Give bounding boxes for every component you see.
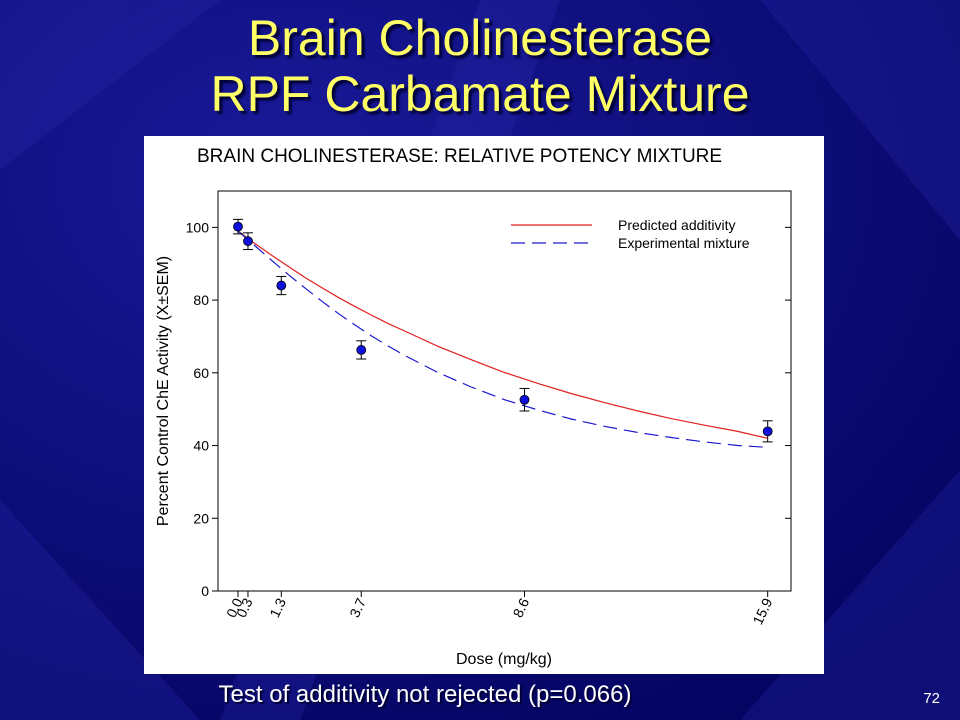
slide-number: 72	[923, 690, 940, 707]
x-tick-label: 15.9	[749, 595, 775, 627]
experimental-mixture-line	[237, 230, 768, 448]
y-tick-label: 0	[201, 583, 209, 599]
chart-panel: BRAIN CHOLINESTERASE: RELATIVE POTENCY M…	[144, 136, 824, 674]
data-markers	[232, 218, 773, 443]
data-point	[243, 236, 253, 247]
x-tick-label: 0.3	[233, 595, 256, 620]
footnote: Test of additivity not rejected (p=0.066…	[218, 681, 632, 708]
x-axis-label: Dose (mg/kg)	[456, 651, 552, 668]
y-axis-ticks: 0 20 40 60 80 100	[186, 219, 791, 599]
series-lines	[237, 230, 768, 448]
chart-title: BRAIN CHOLINESTERASE: RELATIVE POTENCY M…	[197, 146, 722, 167]
legend-label-predicted: Predicted additivity	[618, 217, 736, 233]
y-axis-label: Percent Control ChE Activity (X±SEM)	[155, 256, 172, 526]
slide-title-line-1: Brain Cholinesterase	[247, 10, 713, 66]
slide-title: Brain Cholinesterase RPF Carbamate Mixtu…	[0, 10, 960, 122]
data-point	[276, 280, 287, 291]
y-tick-label: 60	[193, 365, 209, 381]
slide-title-line-2: RPF Carbamate Mixture	[210, 66, 750, 122]
data-point	[233, 221, 243, 232]
x-axis-ticks: 0.00.3 1.3 3.7 8.6 15.9	[223, 591, 775, 627]
legend: Predicted additivity Experimental mixtur…	[511, 217, 750, 251]
x-tick-label: 8.6	[509, 595, 532, 620]
x-tick-label: 0.0	[223, 595, 246, 620]
data-point	[519, 394, 530, 405]
x-tick-label: 3.7	[346, 595, 369, 620]
y-tick-label: 40	[193, 438, 209, 454]
legend-label-experimental: Experimental mixture	[618, 235, 750, 251]
x-tick-label: 1.3	[266, 595, 289, 620]
data-point	[356, 345, 367, 355]
y-tick-label: 20	[193, 510, 209, 526]
predicted-additivity-line	[237, 230, 768, 439]
chart: BRAIN CHOLINESTERASE: RELATIVE POTENCY M…	[155, 146, 792, 668]
data-point	[762, 426, 773, 437]
plot-frame	[217, 190, 792, 592]
y-tick-label: 80	[193, 292, 209, 308]
y-tick-label: 100	[186, 219, 210, 235]
